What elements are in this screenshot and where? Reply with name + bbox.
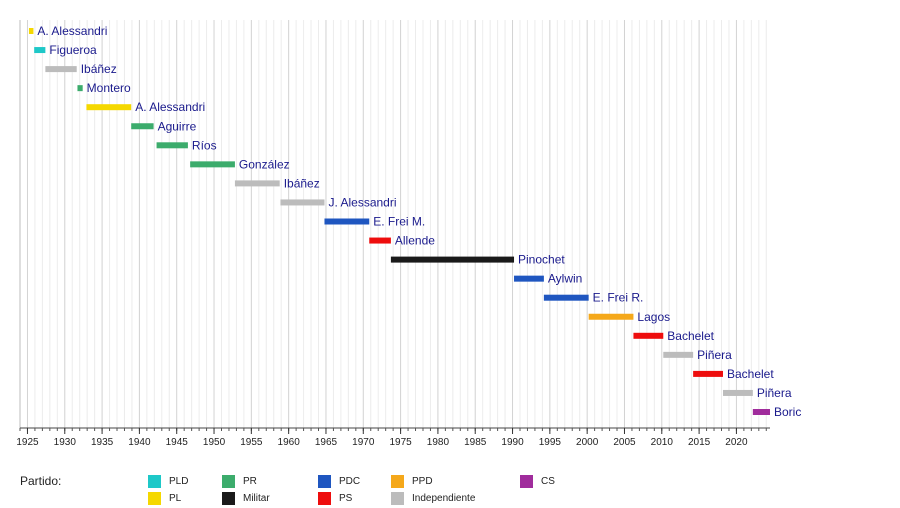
term-bar xyxy=(131,123,154,130)
term-bar xyxy=(190,161,235,168)
x-tick-label: 1925 xyxy=(16,437,39,448)
x-tick-label: 1935 xyxy=(91,437,114,448)
term-bar xyxy=(34,47,46,54)
term-bars: A. Alessandri Figueroa Ibáñez Montero A. Ale… xyxy=(28,24,801,419)
term-label: Ríos xyxy=(192,138,217,152)
x-tick-label: 1950 xyxy=(203,437,226,448)
x-axis: 1925 1930 1935 1940 1945 1950 1955 1960 1965 1970… xyxy=(16,428,767,448)
term-bar xyxy=(514,275,544,282)
term-label: Bachelet xyxy=(727,367,774,381)
term-label: González xyxy=(239,157,290,171)
x-tick-label: 1945 xyxy=(166,437,189,448)
term-label: Montero xyxy=(87,81,131,95)
term-label: Aguirre xyxy=(158,119,197,133)
term-bar xyxy=(369,237,391,244)
x-tick-label: 1965 xyxy=(315,437,338,448)
term-label: Ibáñez xyxy=(81,62,117,76)
term-label: A. Alessandri xyxy=(37,24,107,38)
term-bar xyxy=(663,351,694,358)
x-tick-label: 2020 xyxy=(725,437,748,448)
term-label: Lagos xyxy=(637,310,670,324)
x-tick-label: 1980 xyxy=(427,437,450,448)
term-label: Allende xyxy=(395,234,435,248)
x-tick-label: 1960 xyxy=(278,437,301,448)
x-tick-label: 2015 xyxy=(688,437,711,448)
term-label: E. Frei R. xyxy=(593,291,644,305)
x-tick-label: 2000 xyxy=(576,437,599,448)
term-bar xyxy=(588,313,634,320)
x-tick-label: 1990 xyxy=(501,437,524,448)
x-tick-label: 1940 xyxy=(128,437,151,448)
term-label: Ibáñez xyxy=(284,176,320,190)
term-bar xyxy=(234,180,280,187)
x-tick-label: 1985 xyxy=(464,437,487,448)
term-bar xyxy=(722,389,753,396)
term-bar xyxy=(45,66,77,73)
term-bar xyxy=(280,199,325,206)
term-bar xyxy=(156,142,188,149)
term-bar xyxy=(693,370,723,377)
term-bar xyxy=(543,294,589,301)
term-label: Figueroa xyxy=(49,43,97,57)
term-label: Piñera xyxy=(757,386,792,400)
term-bar xyxy=(86,104,132,111)
term-bar xyxy=(752,409,770,415)
term-label: Aylwin xyxy=(548,272,582,286)
term-label: E. Frei M. xyxy=(373,215,425,229)
x-tick-label: 1955 xyxy=(240,437,263,448)
x-tick-label: 2005 xyxy=(613,437,636,448)
x-tick-label: 2010 xyxy=(651,437,674,448)
term-label: Bachelet xyxy=(667,329,714,343)
term-label: Piñera xyxy=(697,348,732,362)
term-bar xyxy=(77,85,83,92)
term-label: Pinochet xyxy=(518,253,565,267)
term-label: J. Alessandri xyxy=(328,195,396,209)
grid xyxy=(19,20,767,428)
term-label: A. Alessandri xyxy=(135,100,205,114)
term-bar xyxy=(633,332,664,339)
x-tick-label: 1970 xyxy=(352,437,375,448)
term-label: Boric xyxy=(774,405,801,419)
term-bar xyxy=(28,28,34,34)
x-tick-label: 1995 xyxy=(539,437,562,448)
x-tick-label: 1930 xyxy=(54,437,77,448)
x-tick-label: 1975 xyxy=(389,437,412,448)
term-bar xyxy=(324,218,370,225)
term-bar xyxy=(390,256,515,263)
